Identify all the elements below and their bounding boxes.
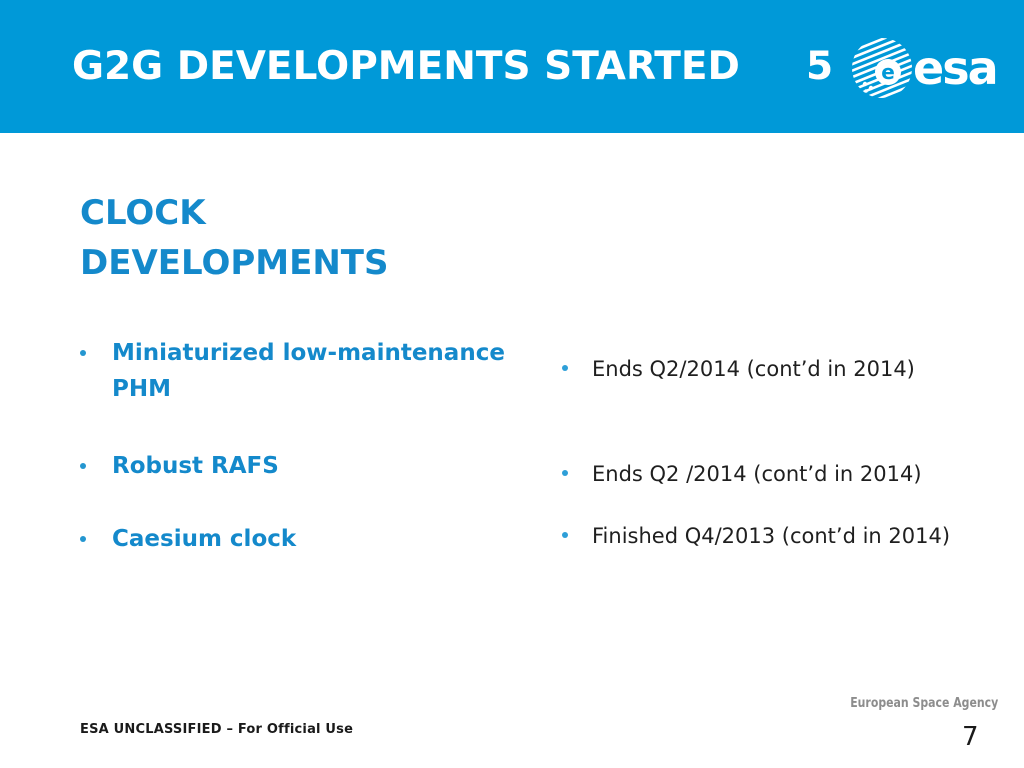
bullet-dot-icon <box>562 365 568 371</box>
list-item: Miniaturized low-maintenance PHM <box>80 335 527 407</box>
svg-text:e: e <box>881 60 895 84</box>
header-band: G2G DEVELOPMENTS STARTED 5 <box>0 0 1024 133</box>
list-item-label: Ends Q2 /2014 (cont’d in 2014) <box>592 462 922 486</box>
esa-logo-wordmark: esa <box>913 41 997 95</box>
list-item: Ends Q2 /2014 (cont’d in 2014) <box>562 459 1002 489</box>
list-item-label: Caesium clock <box>112 526 297 552</box>
classification-text: ESA UNCLASSIFIED – For Official Use <box>80 722 354 737</box>
agency-name: European Space Agency <box>849 696 998 711</box>
list-item-label: Ends Q2/2014 (cont’d in 2014) <box>592 357 915 381</box>
slide-title-number: 5 <box>806 44 834 89</box>
list-item: Robust RAFS <box>80 448 527 484</box>
list-item-label: Miniaturized low-maintenance PHM <box>112 340 505 402</box>
list-item-label: Robust RAFS <box>112 453 279 479</box>
list-item: Caesium clock <box>80 521 527 557</box>
bullet-dot-icon <box>80 536 86 542</box>
esa-globe-icon: e esa <box>852 38 999 98</box>
bullet-dot-icon <box>562 470 568 476</box>
slide-title: G2G DEVELOPMENTS STARTED <box>72 44 740 89</box>
list-item-label: Finished Q4/2013 (cont’d in 2014) <box>592 524 951 548</box>
esa-logo: e esa <box>852 24 1010 116</box>
list-item: Finished Q4/2013 (cont’d in 2014) <box>562 521 1002 551</box>
bullet-dot-icon <box>562 532 568 538</box>
bullet-dot-icon <box>80 463 86 469</box>
content-title: CLOCK DEVELOPMENTS <box>80 193 389 283</box>
list-item: Ends Q2/2014 (cont’d in 2014) <box>562 354 1002 384</box>
page-number: 7 <box>962 722 979 752</box>
bullet-dot-icon <box>80 350 86 356</box>
